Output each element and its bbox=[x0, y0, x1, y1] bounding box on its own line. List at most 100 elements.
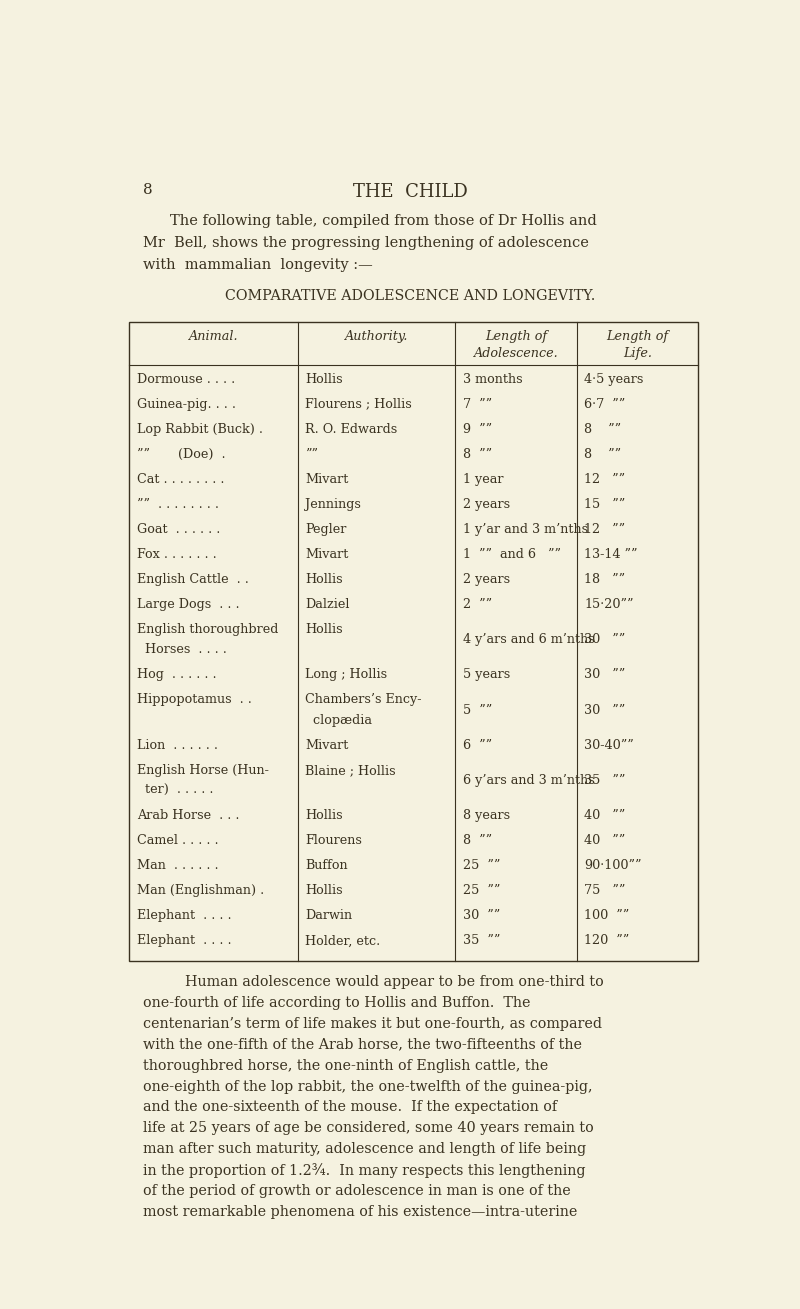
Text: English Cattle  . .: English Cattle . . bbox=[138, 573, 249, 586]
Text: 8    ””: 8 ”” bbox=[584, 423, 622, 436]
Text: Chambers’s Ency-: Chambers’s Ency- bbox=[306, 694, 422, 707]
Text: Hollis: Hollis bbox=[306, 623, 343, 636]
Text: life at 25 years of age be considered, some 40 years remain to: life at 25 years of age be considered, s… bbox=[142, 1122, 594, 1135]
Text: Hog  . . . . . .: Hog . . . . . . bbox=[138, 669, 217, 682]
Text: with the one-fifth of the Arab horse, the two-fifteenths of the: with the one-fifth of the Arab horse, th… bbox=[142, 1038, 582, 1051]
Text: Mivart: Mivart bbox=[306, 548, 349, 560]
Text: 1  ””  and 6   ””: 1 ”” and 6 ”” bbox=[462, 548, 561, 560]
Text: 8 years: 8 years bbox=[462, 809, 510, 822]
Text: 12   ””: 12 ”” bbox=[584, 522, 626, 535]
Text: 6·7  ””: 6·7 ”” bbox=[584, 398, 626, 411]
Text: Hollis: Hollis bbox=[306, 809, 343, 822]
Text: Pegler: Pegler bbox=[306, 522, 346, 535]
Text: THE  CHILD: THE CHILD bbox=[353, 183, 467, 202]
Text: 8  ””: 8 ”” bbox=[462, 834, 492, 847]
Text: 4·5 years: 4·5 years bbox=[584, 373, 644, 386]
Text: with  mammalian  longevity :—: with mammalian longevity :— bbox=[142, 258, 372, 272]
Text: 75   ””: 75 ”” bbox=[584, 885, 626, 898]
Text: 13-14 ””: 13-14 ”” bbox=[584, 548, 638, 560]
Text: Lion  . . . . . .: Lion . . . . . . bbox=[138, 738, 218, 751]
Text: man after such maturity, adolescence and length of life being: man after such maturity, adolescence and… bbox=[142, 1143, 586, 1156]
Text: Hippopotamus  . .: Hippopotamus . . bbox=[138, 694, 252, 707]
Text: 1 y’ar and 3 m’nths: 1 y’ar and 3 m’nths bbox=[462, 522, 588, 535]
Text: 8  ””: 8 ”” bbox=[462, 448, 492, 461]
Text: Blaine ; Hollis: Blaine ; Hollis bbox=[306, 764, 396, 776]
Text: 40   ””: 40 ”” bbox=[584, 834, 626, 847]
Text: Goat  . . . . . .: Goat . . . . . . bbox=[138, 522, 221, 535]
Text: 100  ””: 100 ”” bbox=[584, 910, 630, 923]
Text: English thoroughbred: English thoroughbred bbox=[138, 623, 278, 636]
Text: Mivart: Mivart bbox=[306, 738, 349, 751]
Bar bbox=[130, 322, 698, 961]
Text: Flourens ; Hollis: Flourens ; Hollis bbox=[306, 398, 412, 411]
Text: Buffon: Buffon bbox=[306, 859, 348, 872]
Text: 9  ””: 9 ”” bbox=[462, 423, 492, 436]
Text: 30   ””: 30 ”” bbox=[584, 634, 626, 647]
Text: English Horse (Hun-: English Horse (Hun- bbox=[138, 764, 269, 776]
Text: Mivart: Mivart bbox=[306, 473, 349, 486]
Text: Length of: Length of bbox=[485, 330, 547, 343]
Text: ””  . . . . . . . .: ”” . . . . . . . . bbox=[138, 497, 219, 511]
Text: 35  ””: 35 ”” bbox=[462, 935, 500, 948]
Text: Hollis: Hollis bbox=[306, 573, 343, 586]
Text: 2 years: 2 years bbox=[462, 497, 510, 511]
Text: of the period of growth or adolescence in man is one of the: of the period of growth or adolescence i… bbox=[142, 1185, 570, 1198]
Text: 6 y’ars and 3 m’nths: 6 y’ars and 3 m’nths bbox=[462, 774, 594, 787]
Text: 12   ””: 12 ”” bbox=[584, 473, 626, 486]
Text: 8    ””: 8 ”” bbox=[584, 448, 622, 461]
Text: ””       (Doe)  .: ”” (Doe) . bbox=[138, 448, 226, 461]
Text: Long ; Hollis: Long ; Hollis bbox=[306, 669, 387, 682]
Text: 7  ””: 7 ”” bbox=[462, 398, 492, 411]
Text: Cat . . . . . . . .: Cat . . . . . . . . bbox=[138, 473, 225, 486]
Text: clopædia: clopædia bbox=[306, 713, 372, 726]
Text: 40   ””: 40 ”” bbox=[584, 809, 626, 822]
Text: 35   ””: 35 ”” bbox=[584, 774, 626, 787]
Text: Guinea-pig. . . .: Guinea-pig. . . . bbox=[138, 398, 236, 411]
Text: 8: 8 bbox=[142, 183, 152, 198]
Text: 25  ””: 25 ”” bbox=[462, 859, 500, 872]
Text: 2  ””: 2 ”” bbox=[462, 598, 492, 611]
Text: Elephant  . . . .: Elephant . . . . bbox=[138, 935, 232, 948]
Text: Man  . . . . . .: Man . . . . . . bbox=[138, 859, 219, 872]
Text: and the one-sixteenth of the mouse.  If the expectation of: and the one-sixteenth of the mouse. If t… bbox=[142, 1101, 557, 1114]
Text: Length of: Length of bbox=[606, 330, 669, 343]
Text: one-eighth of the lop rabbit, the one-twelfth of the guinea-pig,: one-eighth of the lop rabbit, the one-tw… bbox=[142, 1080, 592, 1093]
Text: 5  ””: 5 ”” bbox=[462, 703, 492, 716]
Text: Darwin: Darwin bbox=[306, 910, 353, 923]
Text: Lop Rabbit (Buck) .: Lop Rabbit (Buck) . bbox=[138, 423, 263, 436]
Text: Arab Horse  . . .: Arab Horse . . . bbox=[138, 809, 240, 822]
Text: Dalziel: Dalziel bbox=[306, 598, 350, 611]
Text: 1 year: 1 year bbox=[462, 473, 503, 486]
Text: Mr  Bell, shows the progressing lengthening of adolescence: Mr Bell, shows the progressing lengtheni… bbox=[142, 236, 589, 250]
Text: R. O. Edwards: R. O. Edwards bbox=[306, 423, 398, 436]
Text: 3 months: 3 months bbox=[462, 373, 522, 386]
Text: 15   ””: 15 ”” bbox=[584, 497, 626, 511]
Text: Fox . . . . . . .: Fox . . . . . . . bbox=[138, 548, 217, 560]
Text: 18   ””: 18 ”” bbox=[584, 573, 626, 586]
Text: Jennings: Jennings bbox=[306, 497, 362, 511]
Text: ter)  . . . . .: ter) . . . . . bbox=[138, 784, 214, 797]
Text: Hollis: Hollis bbox=[306, 885, 343, 898]
Text: COMPARATIVE ADOLESCENCE AND LONGEVITY.: COMPARATIVE ADOLESCENCE AND LONGEVITY. bbox=[225, 289, 595, 302]
Text: one-fourth of life according to Hollis and Buffon.  The: one-fourth of life according to Hollis a… bbox=[142, 996, 530, 1009]
Text: 30   ””: 30 ”” bbox=[584, 703, 626, 716]
Text: in the proportion of 1.2¾.  In many respects this lengthening: in the proportion of 1.2¾. In many respe… bbox=[142, 1164, 585, 1178]
Text: Elephant  . . . .: Elephant . . . . bbox=[138, 910, 232, 923]
Text: Life.: Life. bbox=[623, 347, 652, 360]
Text: Man (Englishman) .: Man (Englishman) . bbox=[138, 885, 265, 898]
Text: centenarian’s term of life makes it but one-fourth, as compared: centenarian’s term of life makes it but … bbox=[142, 1017, 602, 1030]
Text: Flourens: Flourens bbox=[306, 834, 362, 847]
Text: 30-40””: 30-40”” bbox=[584, 738, 634, 751]
Text: 90·100””: 90·100”” bbox=[584, 859, 642, 872]
Text: 6  ””: 6 ”” bbox=[462, 738, 492, 751]
Text: Camel . . . . .: Camel . . . . . bbox=[138, 834, 219, 847]
Text: Horses  . . . .: Horses . . . . bbox=[138, 643, 227, 656]
Text: Holder, etc.: Holder, etc. bbox=[306, 935, 381, 948]
Text: 25  ””: 25 ”” bbox=[462, 885, 500, 898]
Text: 30  ””: 30 ”” bbox=[462, 910, 500, 923]
Text: Adolescence.: Adolescence. bbox=[474, 347, 558, 360]
Text: Authority.: Authority. bbox=[345, 330, 408, 343]
Text: 15·20””: 15·20”” bbox=[584, 598, 634, 611]
Text: The following table, compiled from those of Dr Hollis and: The following table, compiled from those… bbox=[170, 215, 597, 228]
Text: 30   ””: 30 ”” bbox=[584, 669, 626, 682]
